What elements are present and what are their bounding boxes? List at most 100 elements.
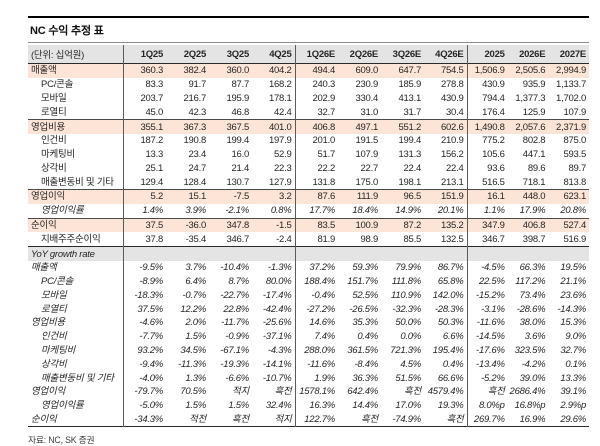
cell: -15.2% bbox=[466, 288, 508, 303]
col-header: 1Q26E bbox=[294, 45, 338, 64]
cell: -22.7% bbox=[220, 289, 249, 301]
table-row: 영업비용 -4.6% 2.0% -11.7% -25.6% 14.6% 35.3% 50.0%… bbox=[28, 316, 589, 330]
cell: 39.1% bbox=[560, 386, 586, 398]
row-label: 로열티 bbox=[41, 106, 67, 118]
cell: 382.4 bbox=[183, 65, 206, 77]
cell: 497.1 bbox=[355, 121, 378, 133]
cell: 602.6 bbox=[440, 121, 464, 133]
cell: 83.5 bbox=[294, 218, 338, 233]
cell: 1.5% bbox=[228, 400, 249, 412]
cell: -7.7% bbox=[122, 329, 166, 344]
cell: 89.6 bbox=[527, 162, 546, 174]
table-row: 모바일 -18.3% -0.7% -22.7% -17.4% -0.4% 52.5% 110.… bbox=[28, 288, 589, 303]
cell: 107.9 bbox=[563, 106, 586, 118]
col-header: 2027E bbox=[559, 48, 586, 60]
cell: 178.1 bbox=[268, 92, 292, 104]
cell: 323.5% bbox=[514, 345, 546, 357]
cell: 0.8% bbox=[270, 205, 292, 217]
row-label: 영업이익 bbox=[31, 386, 65, 398]
cell: 15.1 bbox=[188, 191, 207, 203]
cell: 37.5 bbox=[122, 218, 166, 233]
cell: 14.6% bbox=[294, 316, 338, 330]
row-label: 마케팅비 bbox=[41, 345, 75, 357]
cell: 151.9 bbox=[440, 191, 464, 203]
column-header-row: (단위: 십억원) 1Q25 2Q25 3Q25 4Q25 1Q26E 2Q26E 3Q26E… bbox=[28, 45, 589, 64]
cell: 적전 bbox=[189, 413, 206, 425]
cell: 125.9 bbox=[522, 106, 546, 118]
cell: -4.0% bbox=[122, 371, 166, 385]
estimate-table-panel: NC 수익 추정 표 (단위: 십억원) 1Q25 2Q25 3Q25 4Q25 1Q26… bbox=[28, 16, 589, 446]
table-row: 순이익 37.5 -36.0 347.8 -1.5 83.5 100.9 87.2 135.2 3… bbox=[28, 218, 589, 233]
row-label: 영업이익률 bbox=[41, 205, 84, 217]
cell: 6.4% bbox=[185, 276, 206, 288]
cell bbox=[508, 247, 549, 261]
row-label: YoY growth rate bbox=[31, 248, 95, 260]
row-label: 순이익 bbox=[31, 413, 57, 425]
cell: 346.7 bbox=[466, 232, 508, 247]
row-label: 영업이익 bbox=[31, 191, 65, 203]
cell: -8.9% bbox=[122, 274, 166, 289]
cell bbox=[209, 247, 252, 261]
cell: 흑전 bbox=[232, 413, 249, 425]
cell: 1,506.9 bbox=[466, 63, 508, 78]
cell: 42.4 bbox=[274, 106, 292, 118]
table-row: 영업이익 -79.7% 70.5% 적지 흑전 1578.1% 642.4% 흑전 4579.4… bbox=[28, 384, 589, 399]
row-label: 로열티 bbox=[41, 303, 67, 315]
cell: 1.4% bbox=[122, 203, 166, 219]
cell: 83.3 bbox=[122, 77, 166, 92]
cell: 31.7 bbox=[403, 106, 422, 118]
cell: 202.9 bbox=[294, 91, 338, 106]
cell: 398.7 bbox=[522, 233, 546, 245]
row-label: 매출액 bbox=[31, 65, 57, 77]
cell: 1.3% bbox=[185, 372, 206, 384]
cell: 0.0% bbox=[400, 331, 421, 343]
cell: 19.5% bbox=[560, 262, 586, 274]
cell: 81.9 bbox=[294, 232, 338, 247]
cell: 18.4% bbox=[352, 205, 378, 217]
cell: 191.5 bbox=[355, 135, 378, 147]
row-label: 상각비 bbox=[41, 162, 67, 174]
cell: -4.3% bbox=[267, 345, 292, 357]
cell: 8.0%p bbox=[466, 398, 508, 413]
cell: -36.0 bbox=[185, 219, 207, 231]
cell: 80.0% bbox=[265, 276, 292, 288]
cell: 적지 bbox=[274, 413, 292, 425]
cell: 87.6 bbox=[294, 189, 338, 204]
cell: 117.2% bbox=[515, 276, 546, 288]
col-header: 4Q26E bbox=[435, 48, 464, 60]
cell: 12.2% bbox=[180, 303, 206, 315]
cell: 346.7 bbox=[226, 233, 249, 245]
cell: 5.2 bbox=[122, 189, 166, 204]
cell: 70.5% bbox=[180, 386, 206, 398]
cell: 93.6 bbox=[466, 161, 508, 176]
table-row: 로열티 45.0 42.3 46.8 42.4 32.7 31.0 31.7 30.4 176.4… bbox=[28, 105, 589, 120]
cell: -19.3% bbox=[220, 358, 249, 370]
cell: 413.1 bbox=[398, 92, 421, 104]
cell: 187.2 bbox=[122, 133, 166, 148]
cell: 360.0 bbox=[226, 65, 249, 77]
cell: 142.0% bbox=[432, 289, 464, 301]
cell: 29.6% bbox=[560, 413, 586, 425]
cell: 1.5% bbox=[185, 331, 206, 343]
cell: 42.3 bbox=[188, 106, 207, 118]
cell: 23.4 bbox=[188, 149, 207, 161]
cell: -11.7% bbox=[221, 317, 249, 329]
cell: 127.9 bbox=[268, 176, 292, 188]
cell: 794.4 bbox=[466, 91, 508, 106]
cell: 59.3% bbox=[352, 262, 378, 274]
cell: 32.4% bbox=[265, 400, 292, 412]
cell: -2.1% bbox=[225, 205, 249, 217]
cell: 36.3% bbox=[352, 372, 378, 384]
cell: 30.4 bbox=[446, 106, 464, 118]
cell: 775.2 bbox=[466, 133, 508, 148]
cell: 2,371.9 bbox=[556, 121, 586, 133]
cell: -7.5 bbox=[233, 191, 250, 203]
cell: -67.1% bbox=[220, 345, 249, 357]
cell: 132.5 bbox=[440, 233, 464, 245]
cell: -32.3% bbox=[392, 303, 421, 315]
cell: 131.3 bbox=[398, 149, 421, 161]
cell: 21.1% bbox=[560, 276, 586, 288]
cell: 7.4% bbox=[294, 329, 338, 344]
page-title: NC 수익 추정 표 bbox=[28, 16, 589, 43]
cell: 21.4 bbox=[231, 162, 250, 174]
